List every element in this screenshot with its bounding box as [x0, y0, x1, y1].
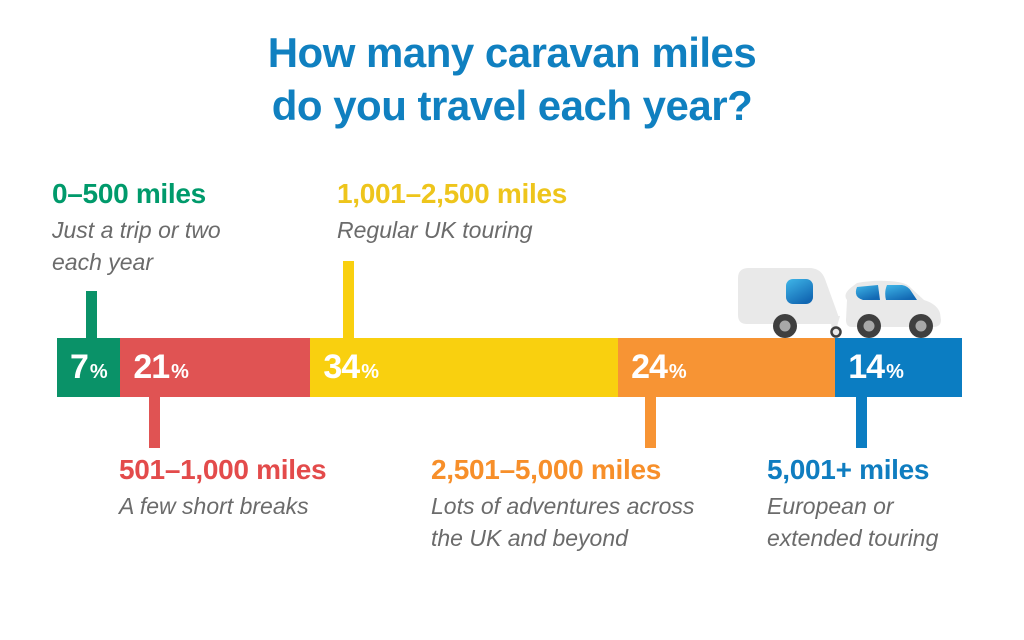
range-label: 501–1,000 miles — [119, 454, 327, 485]
stacked-percentage-bar: 7% 21% 34% 24% 14% — [57, 338, 962, 397]
connector-tick-yellow — [343, 261, 354, 338]
segment-value: 34 — [323, 348, 360, 386]
percent-sign: % — [171, 360, 189, 383]
bar-segment-1001-2500: 34% — [310, 338, 619, 397]
percent-sign: % — [668, 360, 687, 383]
callout-0-500-miles: 0–500 miles Just a trip or two each year — [52, 178, 267, 278]
callout-501-1000-miles: 501–1,000 miles A few short breaks — [119, 454, 399, 523]
range-label: 0–500 miles — [52, 178, 206, 209]
title-line-1: How many caravan miles — [267, 29, 757, 76]
range-description: Just a trip or two each year — [52, 217, 221, 275]
callout-1001-2500-miles: 1,001–2,500 miles Regular UK touring — [337, 178, 607, 247]
callout-5001-plus-miles: 5,001+ miles European or extended tourin… — [767, 454, 962, 554]
page-title: How many caravan miles do you travel eac… — [0, 26, 1024, 133]
bar-segment-501-1000: 21% — [120, 338, 311, 397]
percent-sign: % — [89, 360, 108, 383]
range-label: 5,001+ miles — [767, 454, 930, 485]
title-line-2: do you travel each year? — [271, 82, 753, 130]
range-label: 1,001–2,500 miles — [337, 178, 567, 209]
bar-segment-2501-5000: 24% — [618, 338, 836, 397]
range-description: European or extended touring — [767, 493, 939, 551]
connector-tick-orange — [645, 397, 656, 448]
range-description: Lots of adventures across the UK and bey… — [431, 493, 695, 551]
connector-tick-green — [86, 291, 97, 338]
segment-value: 21 — [133, 348, 170, 386]
range-description: Regular UK touring — [337, 217, 533, 243]
range-description: A few short breaks — [119, 493, 309, 519]
bar-segment-0-500: 7% — [57, 338, 121, 397]
segment-value: 14 — [848, 348, 885, 386]
percent-sign: % — [361, 360, 380, 383]
caravan-and-car-icon — [735, 266, 947, 338]
segment-value: 7 — [70, 348, 89, 386]
connector-tick-red — [149, 397, 160, 448]
callout-2501-5000-miles: 2,501–5,000 miles Lots of adventures acr… — [431, 454, 726, 554]
percent-sign: % — [886, 360, 904, 383]
segment-value: 24 — [631, 348, 668, 386]
bar-segment-5001-plus: 14% — [835, 338, 962, 397]
connector-tick-blue — [856, 397, 867, 448]
range-label: 2,501–5,000 miles — [431, 454, 661, 485]
